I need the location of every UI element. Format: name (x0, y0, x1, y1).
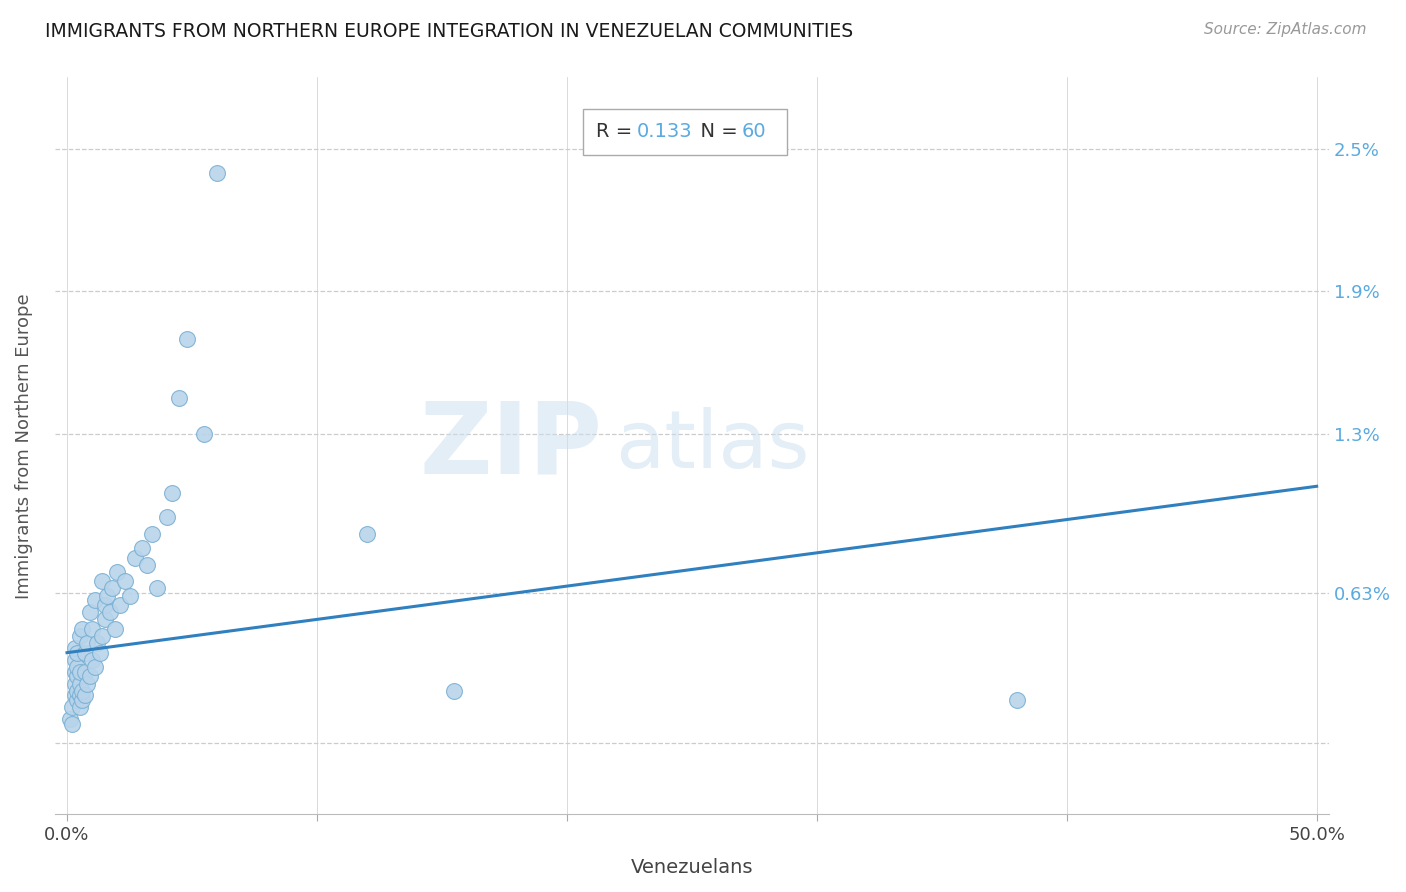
Point (93, 612, 115, 626)
Point (76, 676, 98, 690)
Point (108, 598, 131, 612)
Point (86, 636, 108, 650)
Point (169, 392, 191, 406)
Text: R =: R = (596, 122, 638, 142)
Point (1005, 693, 1028, 707)
Point (118, 589, 141, 603)
Point (73, 665, 96, 679)
Point (60, 717, 83, 731)
Point (63, 665, 86, 679)
Point (156, 510, 179, 524)
Point (176, 332, 198, 346)
Point (73, 646, 96, 660)
Point (105, 565, 128, 579)
Point (79, 669, 101, 683)
Point (114, 574, 136, 589)
Point (89, 646, 111, 660)
Point (205, 165, 228, 179)
Point (443, 683, 465, 698)
Point (63, 676, 86, 690)
Point (76, 636, 98, 650)
Point (73, 689, 96, 703)
Point (63, 689, 86, 703)
Point (83, 593, 105, 607)
Point (93, 598, 115, 612)
Point (63, 653, 86, 667)
Point (91, 574, 114, 589)
Point (60, 700, 83, 714)
Point (69, 665, 91, 679)
Point (70, 622, 93, 636)
Text: 0.133: 0.133 (637, 122, 693, 142)
Point (103, 622, 125, 636)
Point (146, 582, 169, 596)
Text: atlas: atlas (616, 407, 810, 485)
Point (124, 550, 146, 565)
Point (66, 646, 89, 660)
Point (69, 689, 91, 703)
Point (101, 582, 124, 596)
Point (136, 558, 159, 572)
Text: N =: N = (688, 122, 744, 142)
Point (141, 526, 163, 541)
Point (66, 693, 89, 707)
Point (66, 683, 89, 698)
Point (91, 629, 114, 643)
Y-axis label: Immigrants from Northern Europe: Immigrants from Northern Europe (15, 293, 32, 599)
Point (193, 427, 215, 442)
Point (98, 605, 121, 619)
Point (69, 676, 91, 690)
Point (80, 622, 103, 636)
Point (79, 605, 101, 619)
Point (131, 541, 153, 555)
FancyBboxPatch shape (583, 109, 787, 155)
Point (80, 653, 103, 667)
Point (160, 486, 183, 500)
X-axis label: Venezuelans: Venezuelans (630, 858, 754, 877)
Text: IMMIGRANTS FROM NORTHERN EUROPE INTEGRATION IN VENEZUELAN COMMUNITIES: IMMIGRANTS FROM NORTHERN EUROPE INTEGRAT… (45, 22, 853, 41)
Point (69, 700, 91, 714)
Point (66, 660, 89, 674)
Point (66, 669, 89, 683)
Point (96, 589, 118, 603)
Point (69, 629, 91, 643)
Point (70, 683, 93, 698)
Point (70, 693, 93, 707)
Text: ZIP: ZIP (420, 397, 603, 494)
Point (63, 640, 86, 655)
Text: 60: 60 (741, 122, 766, 142)
Point (58, 712, 80, 726)
Point (356, 526, 378, 541)
Text: Source: ZipAtlas.com: Source: ZipAtlas.com (1204, 22, 1367, 37)
Point (83, 660, 105, 674)
